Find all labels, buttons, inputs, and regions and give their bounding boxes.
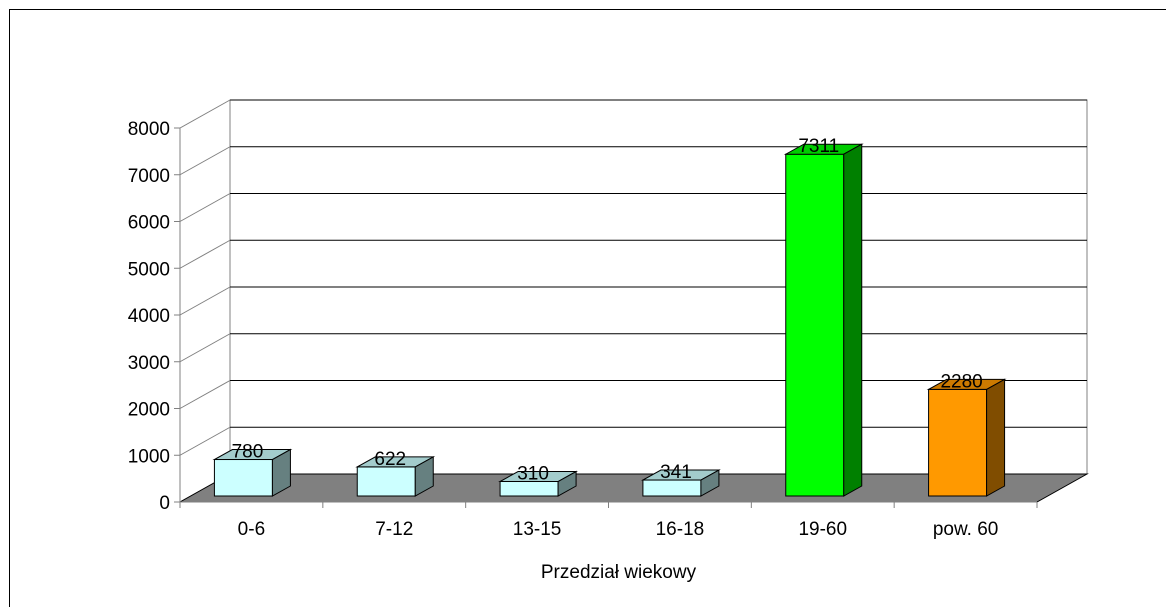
x-tick-label: 13-15 (513, 519, 562, 540)
data-labels: 780 622 310 341 7311 2280 (232, 136, 983, 484)
y-tick-label: 3000 (128, 353, 170, 374)
bar-front (356, 466, 416, 497)
y-tick-label: 4000 (128, 306, 170, 327)
bar-side (986, 378, 1006, 497)
bar-front (213, 459, 273, 497)
y-tick-label: 0 (159, 493, 170, 514)
x-tick-label: 16-18 (656, 519, 705, 540)
gridline-depth (179, 426, 231, 456)
data-label: 622 (374, 449, 406, 470)
data-label: 341 (660, 462, 692, 483)
gridline-depth (179, 286, 231, 316)
y-tick-labels: 0 1000 2000 3000 4000 5000 6000 7000 8000 (128, 119, 170, 514)
bar-side (843, 143, 863, 497)
chart-frame (9, 9, 1166, 607)
bar (355, 456, 436, 497)
gridline-depth (179, 146, 231, 176)
y-tick-label: 7000 (128, 166, 170, 187)
axes (174, 127, 1038, 508)
y-tick-label: 6000 (128, 213, 170, 234)
data-label: 780 (232, 442, 264, 463)
x-tick-labels: 0-6 7-12 13-15 16-18 19-60 pow. 60 (238, 519, 999, 540)
x-tick-label: 19-60 (798, 519, 847, 540)
bar-side (414, 456, 434, 497)
data-label: 310 (517, 464, 549, 485)
x-tick-label: 0-6 (238, 519, 265, 540)
gridline-depth (179, 380, 231, 409)
data-label: 7311 (798, 136, 839, 157)
x-axis-title: Przedział wiekowy (541, 562, 697, 583)
bars (212, 143, 1007, 497)
data-label: 2280 (940, 371, 982, 392)
bar (212, 448, 293, 497)
gridline-depth (179, 193, 231, 222)
bar-side (700, 469, 720, 497)
bar-front (785, 153, 845, 497)
y-tick-label: 5000 (128, 259, 170, 280)
y-tick-label: 1000 (128, 446, 170, 467)
bar (640, 469, 721, 497)
bar (498, 470, 579, 497)
x-tick-label: pow. 60 (933, 519, 999, 540)
gridline-depth (179, 99, 231, 129)
y-tick-label: 2000 (128, 400, 170, 421)
gridline-depth (179, 333, 231, 363)
bar-side (271, 448, 291, 497)
x-tick-label: 7-12 (375, 519, 413, 540)
gridline-depth (179, 239, 231, 269)
bar-front (928, 388, 988, 497)
bar (783, 143, 864, 497)
bar-side (557, 470, 577, 497)
y-tick-label: 8000 (128, 119, 170, 140)
bar (926, 378, 1007, 497)
